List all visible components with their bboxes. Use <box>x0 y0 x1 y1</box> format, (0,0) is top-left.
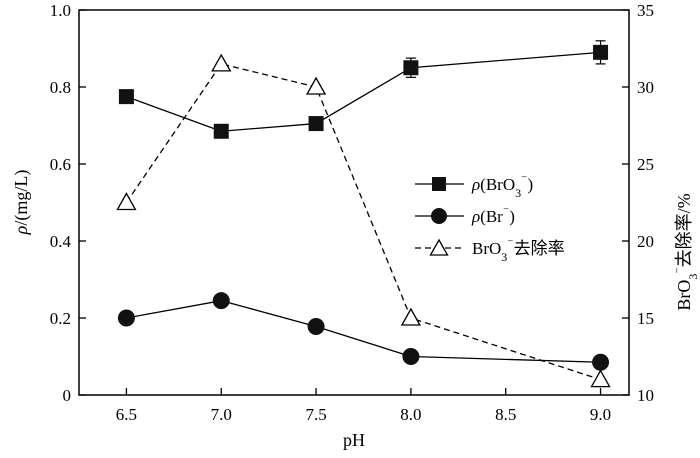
legend-label-bro3-concentration: ρ(BrO3⁻) <box>471 172 533 200</box>
x-axis: 6.5 7.0 7.5 8.0 8.5 9.0 <box>116 388 611 424</box>
legend-label-removal-rate: BrO3⁻去除率 <box>472 236 565 264</box>
left-y-tick-label: 1.0 <box>50 1 71 20</box>
data-point-triangle <box>305 76 327 95</box>
data-point-circle <box>402 348 420 365</box>
data-point-square <box>308 116 324 132</box>
legend: ρ(BrO3⁻) ρ(Br⁻) BrO3⁻去除率 <box>415 172 565 264</box>
series-0 <box>118 40 609 139</box>
right-y-tick-label: 35 <box>637 1 654 20</box>
legend-marker-square <box>432 177 446 191</box>
left-y-axis-title: ρ/(mg/L) <box>11 170 32 236</box>
legend-label-br-concentration: ρ(Br⁻) <box>471 204 515 226</box>
legend-marker-triangle <box>429 238 449 256</box>
data-point-triangle <box>116 192 137 211</box>
left-y-axis: 0 0.2 0.4 0.6 0.8 1.0 <box>50 1 86 405</box>
right-y-tick-label: 15 <box>637 309 654 328</box>
data-point-square <box>403 60 419 76</box>
x-axis-title: pH <box>343 430 365 450</box>
data-point-square <box>118 89 134 105</box>
left-y-tick-label: 0.6 <box>50 155 71 174</box>
right-y-tick-label: 20 <box>637 232 654 251</box>
series-1 <box>117 292 610 371</box>
legend-item-bro3-concentration: ρ(BrO3⁻) <box>415 172 533 200</box>
legend-item-br-concentration: ρ(Br⁻) <box>415 204 515 226</box>
x-tick-label: 7.5 <box>305 405 326 424</box>
x-tick-label: 6.5 <box>116 405 137 424</box>
data-point-triangle <box>211 53 232 72</box>
data-point-circle <box>307 317 325 335</box>
series-line <box>126 51 601 132</box>
plot-frame <box>78 9 630 396</box>
right-y-axis-title: BrO3⁻去除率/% <box>672 193 700 310</box>
left-y-tick-label: 0.2 <box>50 309 71 328</box>
series-layer <box>116 40 611 388</box>
legend-item-removal-rate: BrO3⁻去除率 <box>415 236 565 264</box>
left-y-tick-label: 0.8 <box>50 78 71 97</box>
series-line <box>125 63 601 381</box>
right-y-axis: 10 15 20 25 30 35 <box>622 1 654 405</box>
x-tick-label: 7.0 <box>211 405 232 424</box>
x-tick-label: 8.5 <box>495 405 516 424</box>
data-point-triangle <box>400 307 422 326</box>
right-y-tick-label: 10 <box>637 386 654 405</box>
series-line <box>126 300 601 363</box>
data-point-triangle <box>590 369 611 388</box>
data-point-circle <box>212 292 230 310</box>
x-tick-label: 8.0 <box>400 405 421 424</box>
data-point-square <box>593 44 609 60</box>
legend-marker-circle <box>431 208 447 224</box>
x-tick-label: 9.0 <box>590 405 611 424</box>
right-y-tick-label: 30 <box>637 78 654 97</box>
left-y-tick-label: 0 <box>63 386 72 405</box>
left-y-tick-label: 0.4 <box>50 232 72 251</box>
right-y-tick-label: 25 <box>637 155 654 174</box>
data-point-square <box>213 123 229 139</box>
series-2 <box>116 53 611 388</box>
data-point-circle <box>592 353 610 371</box>
data-point-circle <box>117 309 135 327</box>
